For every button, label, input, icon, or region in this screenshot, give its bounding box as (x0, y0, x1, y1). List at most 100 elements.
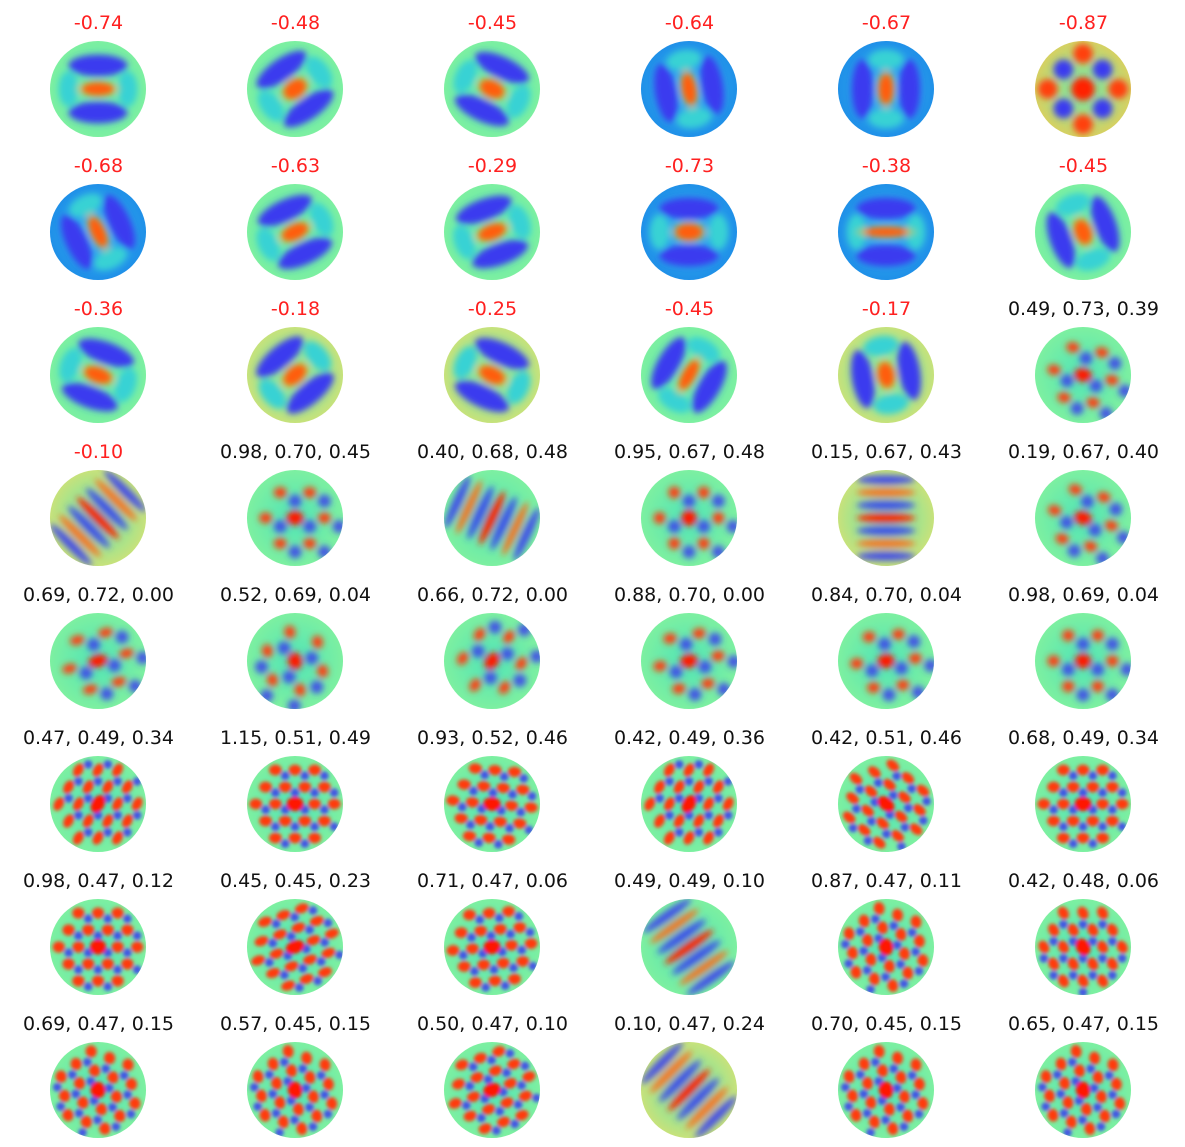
autocorrelation-disc (640, 898, 738, 996)
panel-label: 0.95, 0.67, 0.48 (613, 441, 766, 463)
panel: 0.42, 0.51, 0.46 (788, 715, 985, 858)
autocorrelation-disc (49, 469, 147, 567)
autocorrelation-disc (837, 183, 935, 281)
autocorrelation-disc (837, 469, 935, 567)
autocorrelation-disc (640, 183, 738, 281)
panel-label: 0.47, 0.49, 0.34 (22, 727, 175, 749)
panel-label: -0.38 (861, 155, 912, 177)
autocorrelation-disc (49, 898, 147, 996)
autocorrelation-disc (640, 326, 738, 424)
panel: 0.98, 0.47, 0.12 (0, 858, 197, 1001)
autocorrelation-disc (837, 326, 935, 424)
panel: 0.50, 0.47, 0.10 (394, 1001, 591, 1144)
panel-label: 0.42, 0.51, 0.46 (810, 727, 963, 749)
panel: -0.10 (0, 429, 197, 572)
panel: 0.84, 0.70, 0.04 (788, 572, 985, 715)
panel: 0.49, 0.73, 0.39 (985, 286, 1182, 429)
panel: -0.29 (394, 143, 591, 286)
panel-label: -0.68 (73, 155, 124, 177)
panel: 0.45, 0.45, 0.23 (197, 858, 394, 1001)
autocorrelation-disc (246, 612, 344, 710)
autocorrelation-disc (1034, 326, 1132, 424)
panel-label: 0.66, 0.72, 0.00 (416, 584, 569, 606)
autocorrelation-disc (443, 326, 541, 424)
autocorrelation-disc (1034, 1041, 1132, 1139)
panel: 0.40, 0.68, 0.48 (394, 429, 591, 572)
panel-label: -0.17 (861, 298, 912, 320)
panel: 0.68, 0.49, 0.34 (985, 715, 1182, 858)
panel-label: 0.49, 0.49, 0.10 (613, 870, 766, 892)
autocorrelation-disc (49, 40, 147, 138)
panel: 0.65, 0.47, 0.15 (985, 1001, 1182, 1144)
panel-label: 0.84, 0.70, 0.04 (810, 584, 963, 606)
panel: -0.63 (197, 143, 394, 286)
panel: -0.17 (788, 286, 985, 429)
panel-label: 0.68, 0.49, 0.34 (1007, 727, 1160, 749)
autocorrelation-disc (640, 40, 738, 138)
autocorrelation-disc (640, 469, 738, 567)
panel-label: -0.18 (270, 298, 321, 320)
autocorrelation-disc (49, 326, 147, 424)
panel: 0.19, 0.67, 0.40 (985, 429, 1182, 572)
panel-label: 0.42, 0.49, 0.36 (613, 727, 766, 749)
autocorrelation-disc (246, 1041, 344, 1139)
autocorrelation-disc (443, 183, 541, 281)
autocorrelation-disc (640, 612, 738, 710)
panel-label: -0.64 (664, 12, 715, 34)
panel-label: -0.67 (861, 12, 912, 34)
autocorrelation-disc (837, 612, 935, 710)
panel: -0.45 (985, 143, 1182, 286)
autocorrelation-disc (640, 1041, 738, 1139)
autocorrelation-disc (49, 612, 147, 710)
panel-label: 0.15, 0.67, 0.43 (810, 441, 963, 463)
autocorrelation-disc (640, 755, 738, 853)
panel-label: -0.25 (467, 298, 518, 320)
panel-label: -0.45 (1058, 155, 1109, 177)
panel: 0.88, 0.70, 0.00 (591, 572, 788, 715)
panel: -0.73 (591, 143, 788, 286)
panel: 0.70, 0.45, 0.15 (788, 1001, 985, 1144)
panel-label: 1.15, 0.51, 0.49 (219, 727, 372, 749)
autocorrelation-disc (1034, 612, 1132, 710)
panel-label: -0.74 (73, 12, 124, 34)
panel-label: 0.98, 0.70, 0.45 (219, 441, 372, 463)
panel: 0.66, 0.72, 0.00 (394, 572, 591, 715)
panel: 0.10, 0.47, 0.24 (591, 1001, 788, 1144)
panel: -0.25 (394, 286, 591, 429)
panel: -0.48 (197, 0, 394, 143)
panel: 0.93, 0.52, 0.46 (394, 715, 591, 858)
autocorrelation-disc (1034, 183, 1132, 281)
panel-label: 0.71, 0.47, 0.06 (416, 870, 569, 892)
panel: -0.45 (591, 286, 788, 429)
panel-label: -0.45 (467, 12, 518, 34)
panel: -0.64 (591, 0, 788, 143)
panel-label: 0.45, 0.45, 0.23 (219, 870, 372, 892)
panel: 0.47, 0.49, 0.34 (0, 715, 197, 858)
autocorrelation-disc (1034, 40, 1132, 138)
autocorrelation-disc (443, 898, 541, 996)
autocorrelation-disc (1034, 469, 1132, 567)
panel-label: 0.98, 0.69, 0.04 (1007, 584, 1160, 606)
panel-label: 0.88, 0.70, 0.00 (613, 584, 766, 606)
panel-label: -0.87 (1058, 12, 1109, 34)
panel-label: -0.48 (270, 12, 321, 34)
panel: 0.15, 0.67, 0.43 (788, 429, 985, 572)
panel-label: -0.36 (73, 298, 124, 320)
panel: 0.42, 0.48, 0.06 (985, 858, 1182, 1001)
autocorrelation-disc (246, 183, 344, 281)
panel-label: 0.42, 0.48, 0.06 (1007, 870, 1160, 892)
panel-label: 0.19, 0.67, 0.40 (1007, 441, 1160, 463)
panel: 0.42, 0.49, 0.36 (591, 715, 788, 858)
panel-label: 0.40, 0.68, 0.48 (416, 441, 569, 463)
panel-label: 0.57, 0.45, 0.15 (219, 1013, 372, 1035)
panel-label: 0.70, 0.45, 0.15 (810, 1013, 963, 1035)
panel: -0.38 (788, 143, 985, 286)
autocorrelation-disc (246, 898, 344, 996)
panel-label: 0.69, 0.47, 0.15 (22, 1013, 175, 1035)
panel-label: -0.73 (664, 155, 715, 177)
autocorrelation-disc (1034, 755, 1132, 853)
autocorrelation-disc (49, 183, 147, 281)
autocorrelation-disc (837, 1041, 935, 1139)
autocorrelation-disc (443, 40, 541, 138)
